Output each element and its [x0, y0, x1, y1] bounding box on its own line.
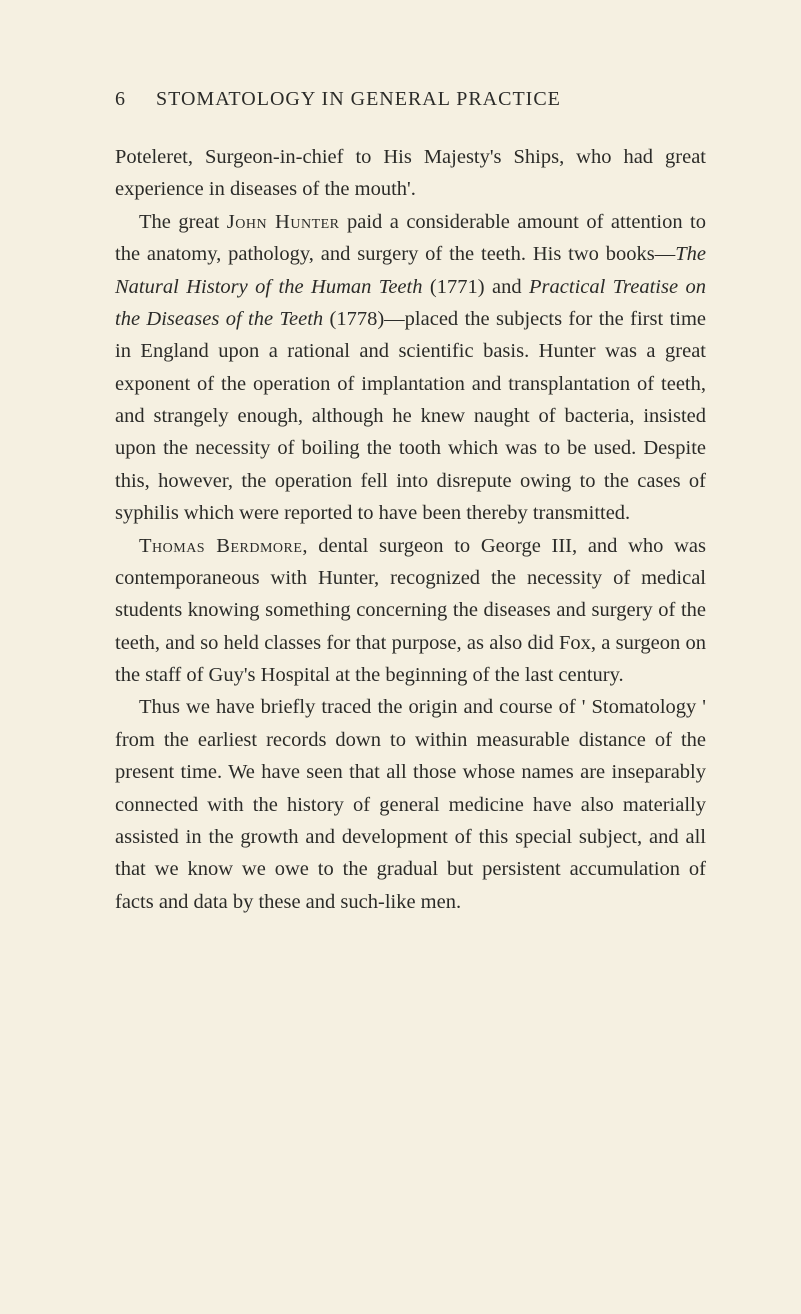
paragraph-2: The great John Hunter paid a considerabl… [115, 206, 706, 530]
paragraph-1: Poteleret, Surgeon-in-chief to His Majes… [115, 141, 706, 206]
page-header: 6 STOMATOLOGY IN GENERAL PRACTICE [115, 88, 706, 111]
p2-t3: (1771) and [422, 276, 529, 298]
paragraph-4: Thus we have briefly traced the origin a… [115, 691, 706, 918]
body-text: Poteleret, Surgeon-in-chief to His Majes… [115, 141, 706, 918]
p2-t1: The great [139, 211, 227, 233]
page-container: 6 STOMATOLOGY IN GENERAL PRACTICE Poteler… [0, 0, 801, 1018]
p3-t1: , dental surgeon to George III, and who … [115, 535, 706, 687]
p2-t4: (1778)—placed the subjects for the first… [115, 308, 706, 524]
p1-text: Poteleret, Surgeon-in-chief to His Majes… [115, 146, 706, 200]
p4-t1: Thus we have briefly traced the origin a… [115, 696, 706, 912]
p3-name-berdmore: Thomas Berdmore [139, 535, 302, 557]
header-title: STOMATOLOGY IN GENERAL PRACTICE [156, 88, 561, 111]
page-number: 6 [115, 88, 126, 111]
paragraph-3: Thomas Berdmore, dental surgeon to Georg… [115, 530, 706, 692]
p2-name-hunter: John Hunter [227, 211, 340, 233]
